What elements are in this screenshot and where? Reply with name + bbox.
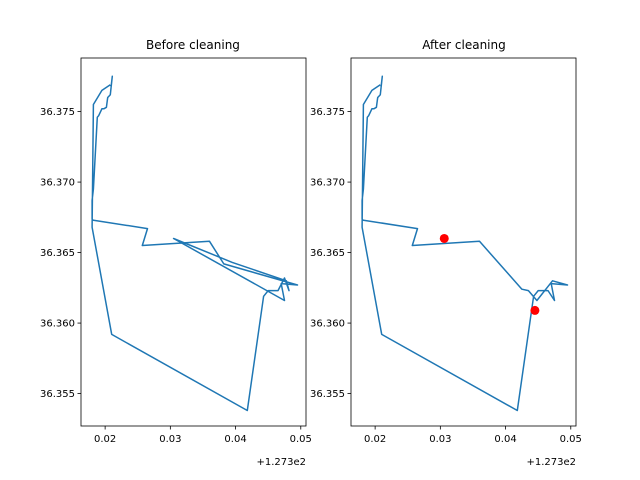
x-tick-label: 0.04	[494, 434, 516, 445]
y-tick-label: 36.375	[40, 107, 75, 118]
y-tick-label: 36.355	[40, 389, 75, 400]
y-tick-label: 36.365	[40, 248, 75, 259]
highlight-point	[530, 305, 540, 315]
subplot-title: Before cleaning	[146, 38, 240, 52]
x-tick-label: 0.04	[224, 434, 246, 445]
y-tick-label: 36.360	[310, 319, 345, 330]
subplot-after: After cleaning 0.02 0.03 0.04 0.05 36.355 36.…	[310, 38, 582, 468]
plot-area: 0.02 0.03 0.04 0.05 36.355 36.360 36.365 36.370…	[40, 75, 312, 445]
series-line	[361, 75, 569, 412]
y-tick-label: 36.355	[310, 389, 345, 400]
axes-frame	[350, 57, 577, 427]
x-tick-label: 0.03	[429, 434, 451, 445]
x-offset-label: +1.273e2	[526, 457, 576, 468]
y-tick-label: 36.360	[40, 319, 75, 330]
y-tick-label: 36.365	[310, 248, 345, 259]
x-tick-label: 0.03	[159, 434, 181, 445]
x-tick-label: 0.02	[94, 434, 116, 445]
plot-area: 0.02 0.03 0.04 0.05 36.355 36.360 36.365 36.370…	[310, 75, 582, 445]
y-tick-label: 36.375	[310, 107, 345, 118]
series-line	[91, 75, 299, 412]
x-tick-label: 0.05	[560, 434, 582, 445]
axes-frame	[80, 57, 307, 427]
y-tick-label: 36.370	[40, 178, 75, 189]
highlight-point	[439, 233, 449, 243]
y-tick-label: 36.370	[310, 178, 345, 189]
x-tick-label: 0.02	[364, 434, 386, 445]
subplot-title: After cleaning	[422, 38, 505, 52]
subplot-before: Before cleaning 0.02 0.03 0.04 0.05 36.355 36…	[40, 38, 312, 468]
x-tick-label: 0.05	[290, 434, 312, 445]
x-offset-label: +1.273e2	[256, 457, 306, 468]
